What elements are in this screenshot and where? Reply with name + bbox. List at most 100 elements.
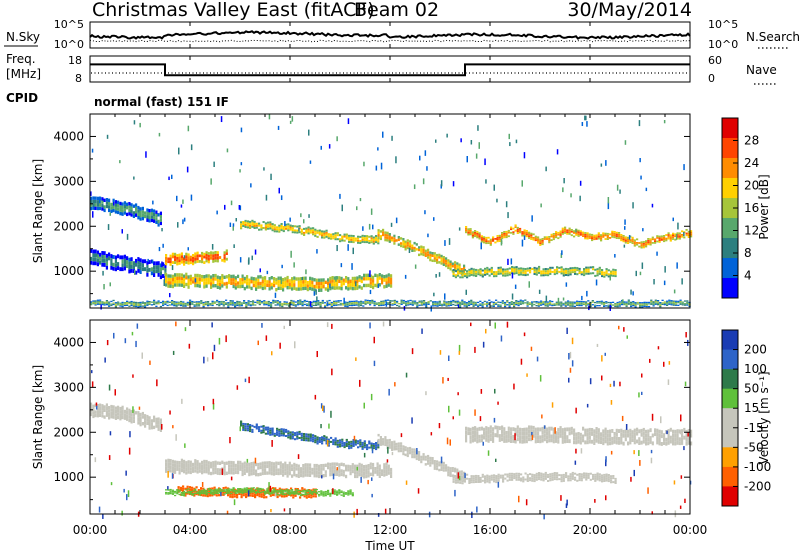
heatmap-cell [624, 240, 627, 242]
heatmap-cell [539, 240, 542, 243]
heatmap-cell [567, 274, 570, 277]
heatmap-cell [288, 461, 291, 466]
heatmap-cell [478, 438, 481, 443]
heatmap-cell [283, 302, 286, 304]
heatmap-cell [169, 459, 172, 463]
heatmap-cell [119, 305, 122, 307]
heatmap-cell [148, 219, 151, 223]
heatmap-cell [474, 426, 477, 430]
heatmap-cell [286, 467, 289, 471]
heatmap-cell [516, 232, 519, 234]
heatmap-cell [246, 423, 249, 426]
heatmap-cell [485, 242, 488, 245]
heatmap-speckle [211, 244, 214, 250]
heatmap-cell [206, 492, 209, 495]
heatmap-cell [130, 416, 133, 421]
heatmap-cell [329, 462, 332, 467]
heatmap-cell [224, 486, 227, 489]
heatmap-cell [99, 303, 102, 305]
heatmap-cell [613, 232, 616, 235]
heatmap-cell [602, 437, 605, 442]
heatmap-cell [621, 302, 624, 304]
heatmap-cell [279, 464, 282, 469]
heatmap-cell [416, 303, 419, 305]
heatmap-cell [282, 288, 285, 292]
heatmap-cell [681, 433, 684, 437]
heatmap-cell [96, 203, 99, 207]
heatmap-cell [387, 299, 390, 301]
heatmap-cell [467, 427, 470, 432]
heatmap-cell [246, 488, 249, 490]
heatmap-cell [329, 495, 332, 497]
heatmap-cell [164, 302, 167, 304]
heatmap-cell [117, 254, 120, 259]
noise-panel: N.Sky 10^5 10^0 10^5 10^0 N.Search [4, 18, 800, 51]
heatmap-cell [640, 440, 643, 445]
heatmap-cell [241, 466, 244, 470]
heatmap-cell [336, 462, 339, 466]
heatmap-cell [658, 429, 661, 434]
heatmap-cell [250, 490, 253, 492]
heatmap-cell [184, 494, 187, 497]
heatmap-cell [157, 427, 160, 431]
heatmap-cell [333, 300, 336, 302]
heatmap-cell [532, 237, 535, 239]
heatmap-cell [605, 272, 608, 275]
heatmap-cell [171, 489, 174, 491]
heatmap-cell [454, 300, 457, 302]
heatmap-speckle [579, 180, 582, 186]
heatmap-cell [377, 236, 380, 239]
heatmap-cell [341, 235, 344, 238]
heatmap-cell [305, 229, 308, 232]
heatmap-cell [345, 474, 348, 479]
heatmap-cell [524, 299, 527, 301]
heatmap-cell [278, 494, 281, 497]
heatmap-cell [175, 301, 178, 303]
heatmap-cell [174, 470, 177, 474]
heatmap-cell [592, 272, 595, 275]
heatmap-cell [478, 232, 481, 235]
heatmap-cell [278, 430, 281, 433]
heatmap-cell [354, 471, 357, 475]
heatmap-speckle [332, 488, 334, 495]
heatmap-cell [196, 463, 199, 467]
heatmap-cell [684, 300, 687, 302]
heatmap-cell [583, 268, 586, 270]
heatmap-cell [402, 245, 405, 248]
heatmap-cell [266, 491, 269, 493]
heatmap-cell [400, 303, 403, 305]
heatmap-cell [584, 440, 587, 445]
heatmap-cell [391, 303, 394, 305]
heatmap-speckle [477, 125, 479, 131]
heatmap-cell [232, 488, 235, 490]
heatmap-cell [252, 301, 255, 303]
heatmap-cell [252, 277, 255, 281]
heatmap-cell [571, 471, 574, 474]
heatmap-speckle [438, 423, 441, 429]
heatmap-cell [538, 267, 541, 270]
heatmap-cell [366, 237, 369, 240]
heatmap-cell [415, 243, 418, 246]
heatmap-cell [174, 261, 177, 264]
heatmap-speckle [353, 511, 355, 518]
heatmap-cell [571, 473, 574, 476]
heatmap-cell [322, 474, 325, 478]
heatmap-cell [685, 229, 688, 231]
heatmap-speckle [475, 153, 478, 159]
heatmap-cell [306, 473, 309, 477]
heatmap-cell [472, 270, 475, 273]
heatmap-cell [618, 235, 621, 238]
heatmap-cell [427, 301, 430, 303]
heatmap-cell [384, 233, 387, 237]
heatmap-cell [470, 303, 473, 305]
heatmap-cell [157, 261, 160, 266]
heatmap-cell [431, 254, 434, 257]
heatmap-cell [454, 276, 457, 279]
heatmap-cell [393, 445, 396, 449]
heatmap-cell [139, 416, 142, 420]
heatmap-cell [614, 304, 617, 306]
heatmap-cell [603, 301, 606, 303]
heatmap-cell [297, 301, 300, 303]
heatmap-cell [356, 283, 359, 287]
heatmap-cell [329, 469, 332, 473]
